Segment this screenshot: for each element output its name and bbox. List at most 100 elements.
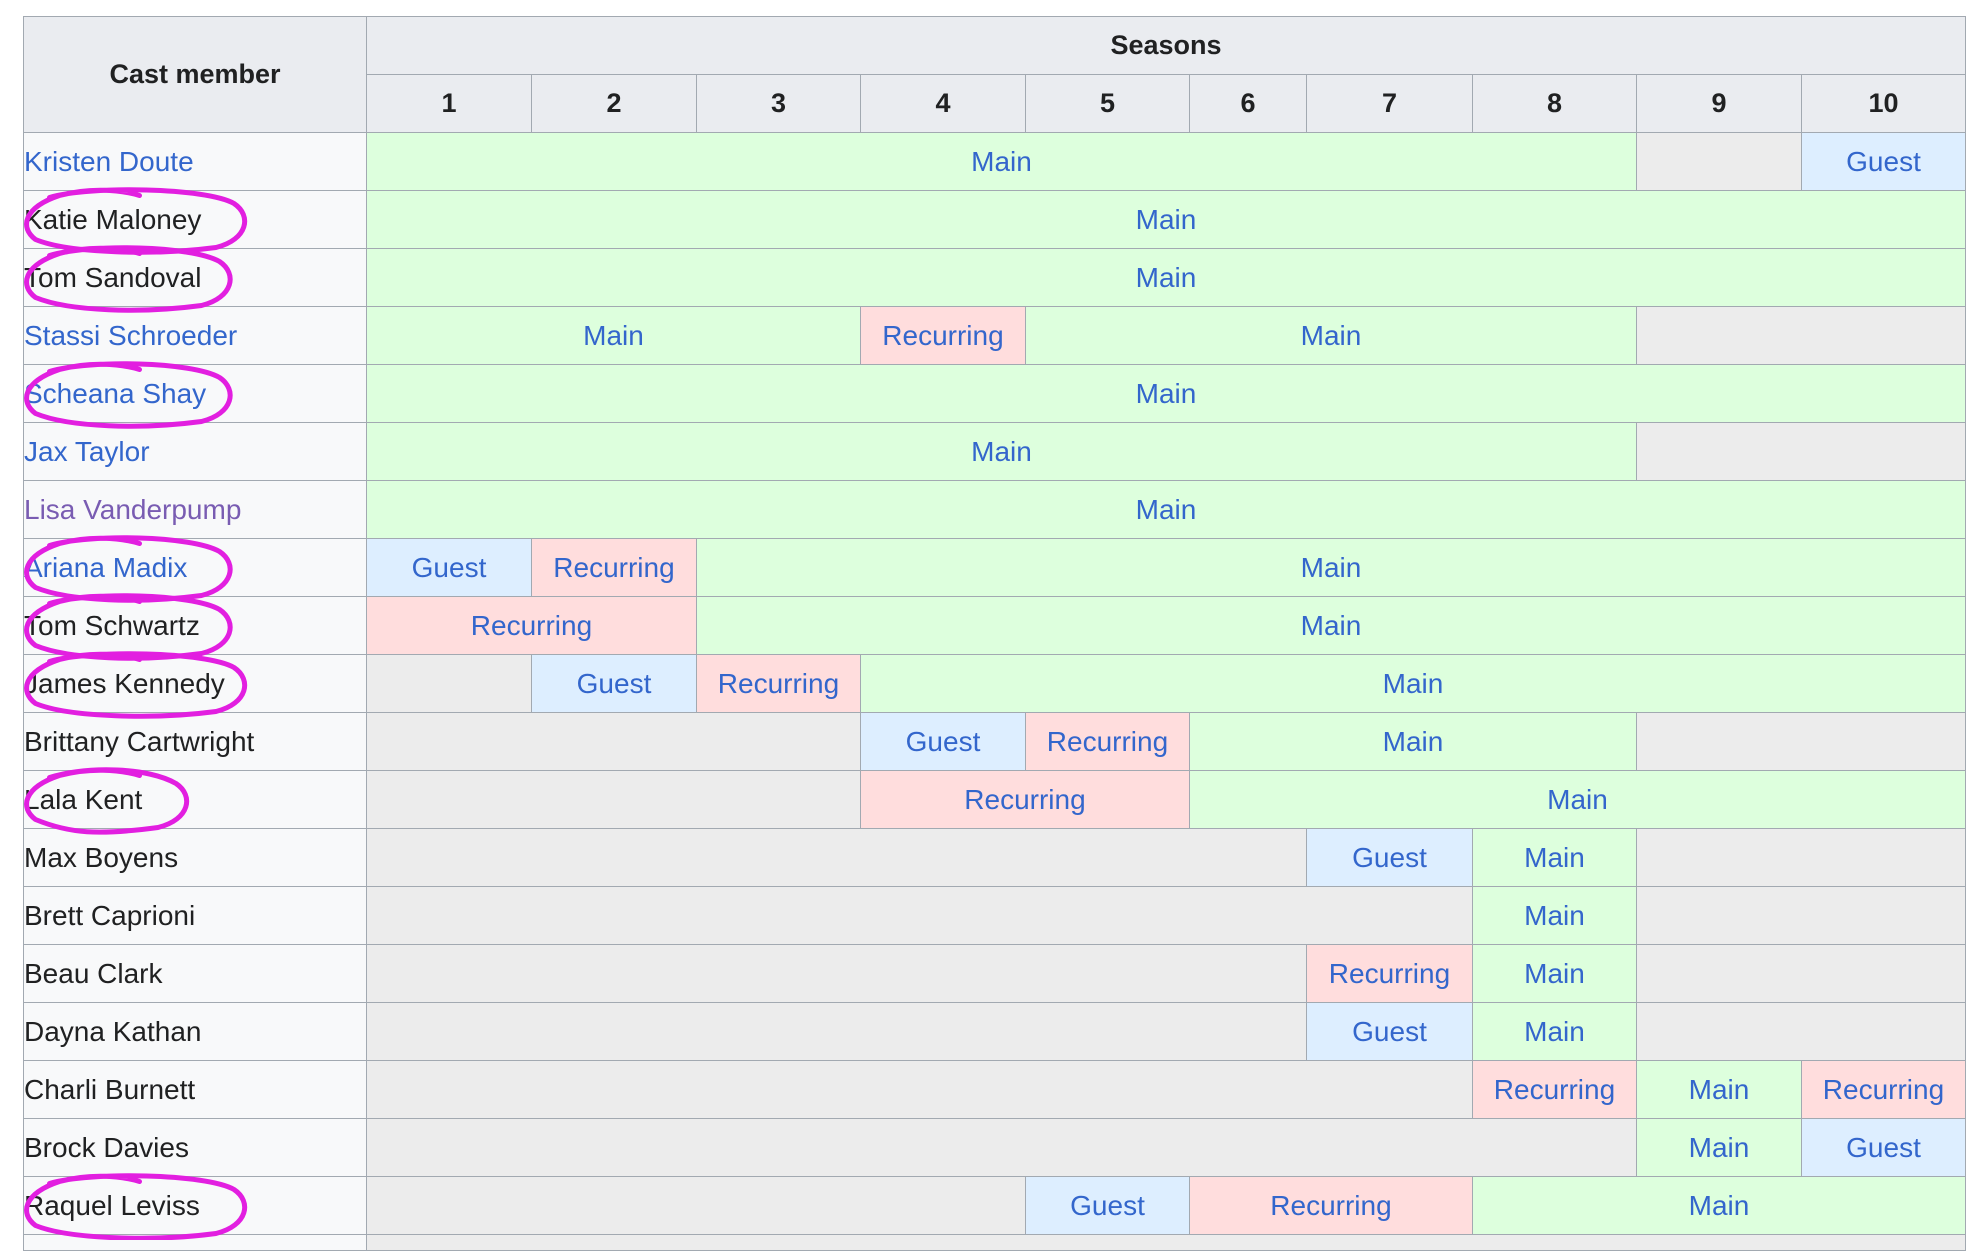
cast-member-name[interactable]: Jax Taylor (23, 422, 367, 481)
cast-member-name: Katie Maloney (23, 190, 367, 249)
cast-member-name: Beau Clark (23, 944, 367, 1003)
season-number-header: 3 (696, 74, 861, 133)
cast-row: Ariana Madix Guest Recurring Main (23, 538, 1966, 597)
cast-row: Tom Schwartz Recurring Main (23, 596, 1966, 655)
status-cell-recurring[interactable]: Recurring (1472, 1060, 1637, 1119)
status-cell-recurring[interactable]: Recurring (1306, 944, 1473, 1003)
status-cell-none (366, 886, 1473, 945)
season-number-header: 1 (366, 74, 532, 133)
cast-row: Kristen Doute Main Guest (23, 132, 1966, 191)
season-number-header: 6 (1189, 74, 1307, 133)
cast-member-name: Brett Caprioni (23, 886, 367, 945)
cast-row: Brett Caprioni Main (23, 886, 1966, 945)
status-cell-main[interactable]: Main (1189, 770, 1966, 829)
cast-member-name: Raquel Leviss (23, 1176, 367, 1235)
season-number-header: 5 (1025, 74, 1190, 133)
header-row-top: Cast member Seasons (23, 16, 1966, 133)
status-cell-guest[interactable]: Guest (1801, 132, 1966, 191)
cast-member-name: James Kennedy (23, 654, 367, 713)
status-cell-recurring[interactable]: Recurring (1801, 1060, 1966, 1119)
status-cell-main[interactable]: Main (1472, 1002, 1637, 1061)
cast-member-name[interactable]: Kristen Doute (23, 132, 367, 191)
cast-row: Beau Clark Recurring Main (23, 944, 1966, 1003)
season-number-header: 10 (1801, 74, 1966, 133)
status-cell-main[interactable]: Main (366, 132, 1637, 191)
season-number-header: 8 (1472, 74, 1637, 133)
status-cell-none (1636, 306, 1966, 365)
status-cell-none (366, 1118, 1637, 1177)
cast-member-name: Tom Sandoval (23, 248, 367, 307)
status-cell-guest[interactable]: Guest (1025, 1176, 1190, 1235)
season-number-header: 2 (531, 74, 697, 133)
cast-member-name: Brock Davies (23, 1118, 367, 1177)
status-cell-none (1636, 1002, 1966, 1061)
status-cell-main[interactable]: Main (366, 422, 1637, 481)
cast-row: Charli Burnett Recurring Main Recurring (23, 1060, 1966, 1119)
status-cell-main[interactable]: Main (696, 596, 1966, 655)
season-number-header: 9 (1636, 74, 1802, 133)
status-cell-none (366, 1060, 1473, 1119)
status-cell-guest[interactable]: Guest (860, 712, 1026, 771)
status-cell-recurring[interactable]: Recurring (860, 306, 1026, 365)
status-cell-main[interactable]: Main (366, 306, 861, 365)
cast-member-name[interactable]: Scheana Shay (23, 364, 367, 423)
cast-row: Brittany Cartwright Guest Recurring Main (23, 712, 1966, 771)
cast-member-name: Tom Schwartz (23, 596, 367, 655)
status-cell-main[interactable]: Main (1636, 1060, 1802, 1119)
status-cell-guest[interactable]: Guest (1306, 1002, 1473, 1061)
status-cell-none (366, 944, 1307, 1003)
status-cell-recurring[interactable]: Recurring (1025, 712, 1190, 771)
cast-row: Max Boyens Guest Main (23, 828, 1966, 887)
cast-member-name: Charli Burnett (23, 1060, 367, 1119)
status-cell-guest[interactable]: Guest (1801, 1118, 1966, 1177)
status-cell-none (1636, 132, 1802, 191)
status-cell-none (366, 712, 861, 771)
header-row-seasons: 1 2 3 4 5 6 7 8 9 10 (24, 74, 1966, 133)
cast-row: Raquel Leviss Guest Recurring Main (23, 1176, 1966, 1235)
cast-row: James Kennedy Guest Recurring Main (23, 654, 1966, 713)
cast-member-name[interactable]: Stassi Schroeder (23, 306, 367, 365)
status-cell-none (1636, 422, 1966, 481)
status-cell-recurring[interactable]: Recurring (531, 538, 697, 597)
status-cell-main[interactable]: Main (1636, 1118, 1802, 1177)
cast-member-name[interactable]: Lisa Vanderpump (23, 480, 367, 539)
status-cell-main[interactable]: Main (366, 364, 1966, 423)
status-cell-main[interactable]: Main (1472, 944, 1637, 1003)
status-cell-main[interactable]: Main (366, 248, 1966, 307)
status-cell-main[interactable]: Main (366, 480, 1966, 539)
status-cell-guest[interactable]: Guest (1306, 828, 1473, 887)
status-cell-none (366, 1002, 1307, 1061)
cast-row (23, 1234, 1966, 1251)
cast-member-name: Max Boyens (23, 828, 367, 887)
cast-row: Dayna Kathan Guest Main (23, 1002, 1966, 1061)
status-cell-recurring[interactable]: Recurring (696, 654, 861, 713)
cast-member-name[interactable]: Ariana Madix (23, 538, 367, 597)
status-cell-main[interactable]: Main (1472, 886, 1637, 945)
cast-member-name: Brittany Cartwright (23, 712, 367, 771)
cast-member-header: Cast member (23, 16, 367, 133)
cast-row: Scheana Shay Main (23, 364, 1966, 423)
status-cell-none (366, 1234, 1966, 1251)
status-cell-recurring[interactable]: Recurring (366, 596, 697, 655)
cast-row: Lisa Vanderpump Main (23, 480, 1966, 539)
status-cell-none (1636, 712, 1966, 771)
status-cell-none (1636, 828, 1966, 887)
status-cell-none (366, 770, 861, 829)
status-cell-main[interactable]: Main (1025, 306, 1637, 365)
status-cell-none (366, 828, 1307, 887)
season-number-header: 7 (1306, 74, 1473, 133)
status-cell-main[interactable]: Main (1472, 1176, 1966, 1235)
status-cell-main[interactable]: Main (1472, 828, 1637, 887)
status-cell-main[interactable]: Main (860, 654, 1966, 713)
status-cell-main[interactable]: Main (696, 538, 1966, 597)
status-cell-main[interactable]: Main (366, 190, 1966, 249)
status-cell-main[interactable]: Main (1189, 712, 1637, 771)
cast-row: Tom Sandoval Main (23, 248, 1966, 307)
cast-row: Lala Kent Recurring Main (23, 770, 1966, 829)
status-cell-guest[interactable]: Guest (531, 654, 697, 713)
status-cell-recurring[interactable]: Recurring (860, 770, 1190, 829)
status-cell-guest[interactable]: Guest (366, 538, 532, 597)
cast-row: Stassi Schroeder Main Recurring Main (23, 306, 1966, 365)
status-cell-recurring[interactable]: Recurring (1189, 1176, 1473, 1235)
